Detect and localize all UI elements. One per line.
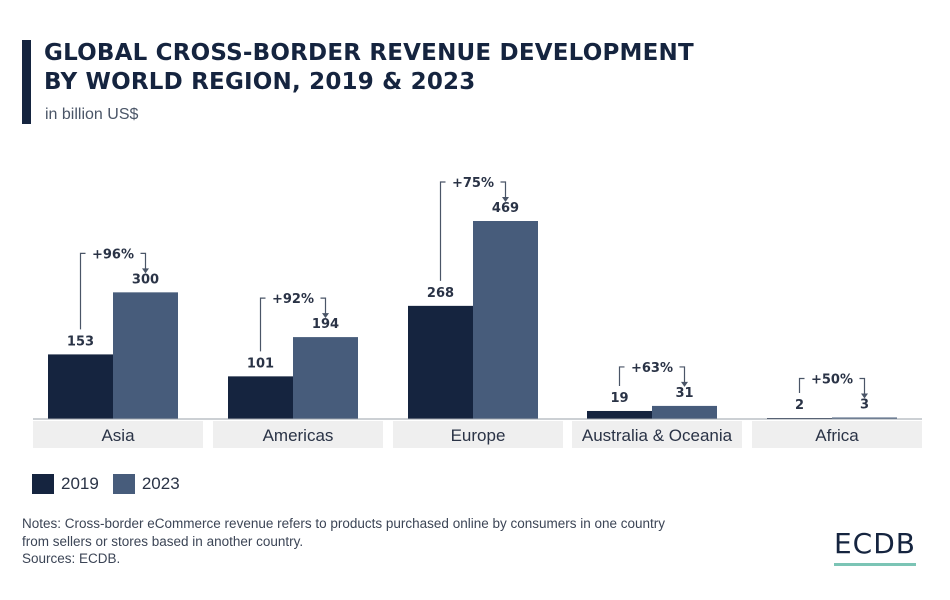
bar-2019: [587, 410, 652, 419]
title-accent-bar: [22, 40, 31, 124]
bar-2023: [832, 417, 897, 419]
notes-line: Notes: Cross-border eCommerce revenue re…: [22, 516, 666, 531]
legend-label-2019: 2019: [61, 474, 99, 493]
growth-arrowhead-icon: [861, 393, 868, 399]
legend-item-2023: 2023: [112, 474, 180, 494]
growth-arrowhead-icon: [142, 268, 149, 274]
growth-bracket-left: [798, 377, 805, 393]
growth-bracket-left: [618, 366, 625, 386]
growth-bracket-right: [679, 366, 686, 383]
bar-2019: [408, 305, 473, 419]
sources-line: Sources: ECDB.: [22, 551, 121, 566]
notes: Notes: Cross-border eCommerce revenue re…: [22, 515, 665, 568]
bar-2019: [228, 376, 293, 419]
category-band: [752, 421, 922, 448]
data-label-2019: 19: [610, 391, 628, 406]
notes-line: from sellers or stores based in another …: [22, 533, 304, 549]
growth-bracket-left: [259, 297, 266, 352]
x-tick-label: Americas: [263, 426, 334, 445]
legend: 2019 2023: [32, 474, 194, 494]
x-tick-label: Australia & Oceania: [582, 426, 733, 445]
legend-swatch-2019: [32, 474, 54, 494]
bar-2023: [652, 405, 717, 419]
chart-title: GLOBAL CROSS-BORDER REVENUE DEVELOPMENT …: [44, 40, 694, 95]
data-label-2019: 2: [795, 398, 804, 413]
ecdb-logo: ECDB: [833, 527, 916, 566]
data-label-2023: 194: [312, 317, 339, 332]
data-label-2023: 31: [675, 386, 693, 401]
bar-2023: [113, 292, 178, 419]
growth-annotation: +92%: [272, 292, 314, 307]
legend-item-2019: 2019: [32, 474, 99, 494]
data-label-2023: 469: [492, 201, 519, 216]
logo-text: ECDB: [833, 527, 916, 560]
bar-2023: [293, 337, 358, 419]
bar-2023: [473, 221, 538, 419]
bar-chart: Asia 153 300 +96% Americas 101 194 +92% Europe 26…: [33, 176, 922, 448]
data-label-2019: 101: [247, 356, 274, 371]
growth-bracket-left: [439, 181, 446, 281]
growth-annotation: +50%: [811, 373, 853, 388]
category-band: [213, 421, 383, 448]
growth-arrowhead-icon: [502, 197, 509, 202]
category-band: [33, 421, 203, 448]
category-band: [393, 421, 563, 448]
growth-bracket-right: [859, 377, 866, 395]
x-tick-label: Africa: [815, 426, 859, 445]
data-label-2023: 300: [132, 272, 159, 287]
growth-annotation: +75%: [452, 176, 494, 191]
growth-bracket-left: [79, 252, 86, 330]
growth-arrowhead-icon: [681, 381, 688, 387]
growth-bracket-right: [320, 297, 327, 315]
data-label-2019: 153: [67, 334, 94, 349]
bar-2019: [48, 354, 113, 419]
growth-arrowhead-icon: [322, 313, 329, 319]
data-label-2019: 268: [427, 286, 454, 301]
legend-label-2023: 2023: [141, 474, 180, 493]
chart-subtitle: in billion US$: [45, 106, 139, 123]
growth-bracket-right: [500, 181, 507, 198]
legend-swatch-2023: [112, 474, 135, 494]
growth-annotation: +96%: [92, 247, 134, 262]
growth-annotation: +63%: [631, 361, 673, 376]
growth-bracket-right: [140, 252, 147, 270]
data-label-2023: 3: [860, 398, 869, 413]
category-band: [572, 421, 742, 448]
logo-underline: [833, 563, 916, 566]
x-tick-label: Asia: [101, 426, 135, 445]
x-tick-label: Europe: [451, 426, 506, 445]
